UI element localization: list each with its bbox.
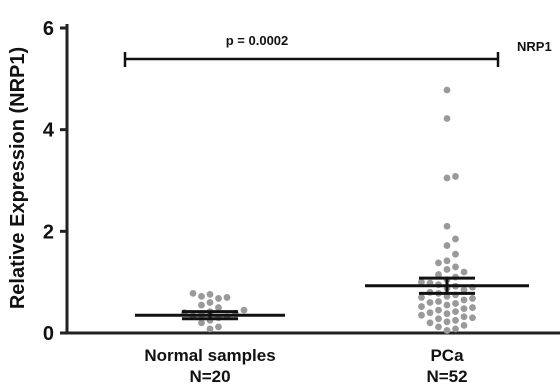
p-value-annotation: p = 0.0002 xyxy=(226,33,289,48)
data-point xyxy=(215,323,222,331)
y-ticks: 0 2 4 6 xyxy=(43,18,67,345)
data-point xyxy=(418,303,425,310)
data-point xyxy=(418,278,425,286)
data-point xyxy=(443,318,451,326)
data-point xyxy=(452,300,459,307)
data-point xyxy=(206,299,214,306)
corner-label: NRP1 xyxy=(517,39,552,54)
category-n-pca: N=52 xyxy=(426,367,467,386)
data-point xyxy=(469,314,476,322)
data-point xyxy=(443,266,451,273)
data-point xyxy=(460,313,468,321)
data-point xyxy=(443,301,451,309)
data-point xyxy=(443,242,451,249)
data-point xyxy=(443,257,451,265)
data-point xyxy=(460,296,468,304)
data-point xyxy=(443,86,451,94)
data-point xyxy=(189,289,197,297)
data-point xyxy=(426,299,434,306)
data-point xyxy=(452,250,459,258)
data-point xyxy=(240,306,248,314)
data-point xyxy=(426,319,434,327)
data-point xyxy=(452,308,459,316)
data-point xyxy=(206,325,214,333)
data-point xyxy=(452,173,459,180)
data-point xyxy=(452,263,459,271)
data-point xyxy=(418,294,425,301)
data-point xyxy=(460,268,468,276)
y-tick-label: 6 xyxy=(43,18,54,40)
data-point xyxy=(452,325,459,333)
data-point xyxy=(426,309,434,317)
category-n-normal: N=20 xyxy=(189,367,230,386)
data-point xyxy=(435,306,442,314)
y-tick-label: 2 xyxy=(43,221,54,243)
data-points xyxy=(181,86,476,334)
data-point xyxy=(223,294,231,301)
data-point xyxy=(206,290,214,298)
data-point xyxy=(469,295,476,302)
data-point xyxy=(443,174,451,182)
y-axis-label: Relative Expression (NRP1) xyxy=(7,47,29,309)
data-point xyxy=(435,271,442,278)
data-point xyxy=(443,115,451,122)
mean-bars xyxy=(135,276,529,321)
data-point xyxy=(443,310,451,318)
data-point xyxy=(460,305,468,312)
y-tick-label: 0 xyxy=(43,323,54,345)
data-point xyxy=(198,293,205,300)
data-point xyxy=(443,222,451,230)
data-point xyxy=(215,304,222,311)
data-point xyxy=(435,315,442,323)
data-point xyxy=(435,259,442,267)
data-point xyxy=(469,304,476,311)
data-point xyxy=(198,319,205,327)
category-label-pca: PCa xyxy=(430,346,464,365)
category-label-normal: Normal samples xyxy=(144,346,275,365)
data-point xyxy=(435,298,442,305)
data-point xyxy=(460,321,468,329)
y-tick-label: 4 xyxy=(43,120,55,142)
significance-bracket: p = 0.0002 xyxy=(123,33,500,67)
data-point xyxy=(418,311,425,319)
data-point xyxy=(452,235,459,243)
data-point xyxy=(215,295,222,302)
data-point xyxy=(452,316,459,324)
data-point xyxy=(435,323,442,331)
data-point xyxy=(460,286,468,294)
data-point xyxy=(443,327,451,334)
data-point xyxy=(198,301,205,309)
